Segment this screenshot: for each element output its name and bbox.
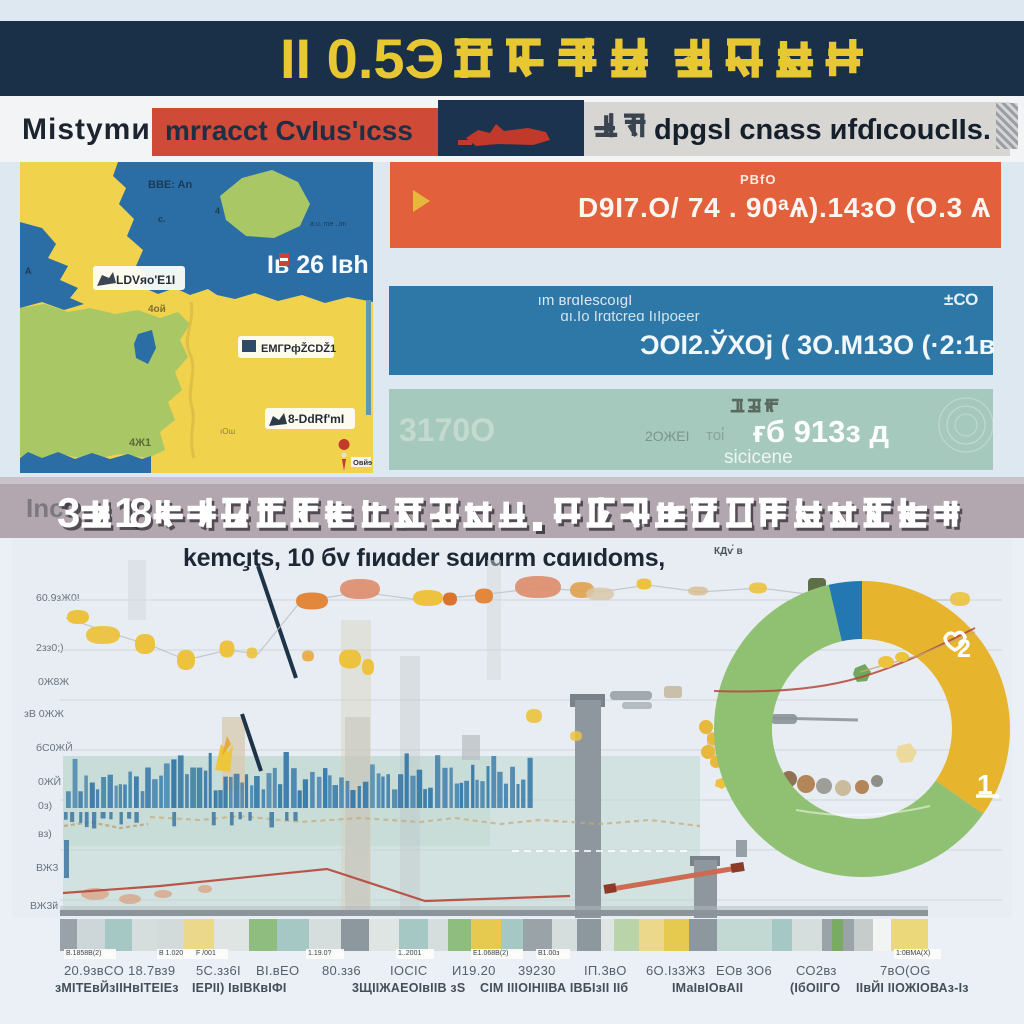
svg-text:ІІ 0.5Э: ІІ 0.5Э — [280, 27, 444, 90]
svg-text:8-DdRfʹmІ: 8-DdRfʹmІ — [288, 412, 344, 426]
svg-text:1: 1 — [117, 492, 140, 539]
svg-text:1: 1 — [114, 489, 137, 536]
svg-text:BBE: An: BBE: An — [148, 179, 192, 191]
svg-text:A: A — [25, 266, 32, 276]
svg-text:2: 2 — [957, 635, 971, 663]
svg-text:4Ж1: 4Ж1 — [129, 437, 151, 449]
svg-text:3: 3 — [57, 489, 80, 536]
svg-text:3: 3 — [60, 492, 83, 539]
svg-text:8: 8 — [131, 492, 154, 539]
svg-text:8: 8 — [129, 489, 152, 536]
svg-text:4oй: 4oй — [148, 304, 166, 315]
svg-text:LDVяoʹЕ1І: LDVяoʹЕ1І — [116, 273, 175, 287]
svg-text:a u. me ..im: a u. me ..im — [310, 221, 347, 228]
svg-text:Овйɘ: Овйɘ — [353, 458, 372, 467]
svg-text:ıΟɯ: ıΟɯ — [220, 427, 235, 436]
svg-text:c.: c. — [158, 214, 166, 224]
svg-text:4: 4 — [215, 206, 220, 216]
svg-text:1: 1 — [977, 769, 993, 800]
svg-text:ЕМГРфŽCǄ1: ЕМГРфŽCǄ1 — [261, 342, 336, 355]
